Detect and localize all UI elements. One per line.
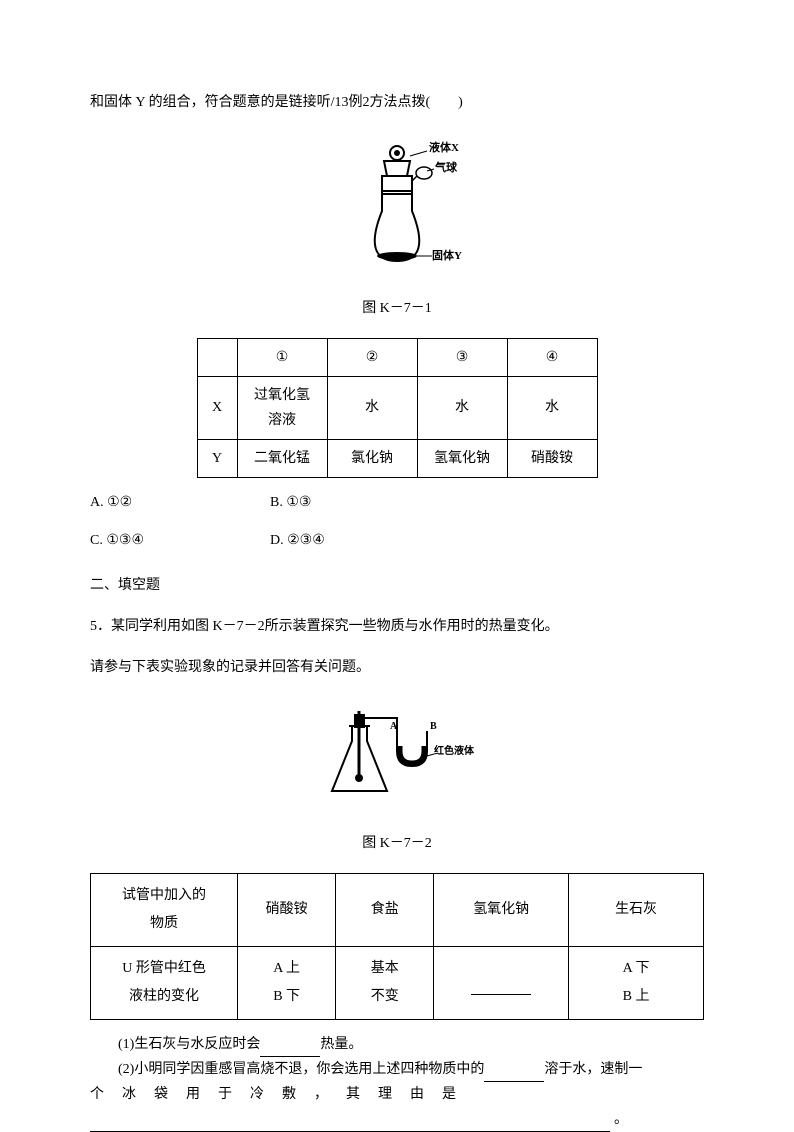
t2-r1c4: 氢氧化钠 xyxy=(434,873,569,946)
t2-r1c3: 食盐 xyxy=(336,873,434,946)
table1-h2: ② xyxy=(327,338,417,376)
q5-line1: 5．某同学利用如图 K－7－2所示装置探究一些物质与水作用时的热量变化。 xyxy=(90,614,704,639)
t2-r2c2: A 上B 下 xyxy=(238,946,336,1019)
table1-y4: 硝酸铵 xyxy=(507,440,597,478)
figure-1-caption: 图 K－7－1 xyxy=(90,296,704,321)
table1-y-label: Y xyxy=(197,440,237,478)
label-b: B xyxy=(430,721,437,732)
t2-r1c2: 硝酸铵 xyxy=(238,873,336,946)
t2-r2c1: U 形管中红色液柱的变化 xyxy=(91,946,238,1019)
q5-line2: 请参与下表实验现象的记录并回答有关问题。 xyxy=(90,655,704,680)
q5-sub2c: 。 xyxy=(90,1107,704,1132)
label-liquid-x: 液体X xyxy=(429,140,459,154)
t2-r1c1: 试管中加入的物质 xyxy=(91,873,238,946)
t2-r1c5: 生石灰 xyxy=(569,873,704,946)
question-stem: 和固体 Y 的组合，符合题意的是链接听/13例2方法点拨( ) xyxy=(90,90,704,115)
t2-r2c4 xyxy=(434,946,569,1019)
table1-x4: 水 xyxy=(507,376,597,439)
table1-x2: 水 xyxy=(327,376,417,439)
q5-sub2b: 个冰袋用于冷敷，其理由是 xyxy=(90,1082,704,1107)
blank-1 xyxy=(260,1041,320,1057)
experiment-table: 试管中加入的物质 硝酸铵 食盐 氢氧化钠 生石灰 U 形管中红色液柱的变化 A … xyxy=(90,873,704,1020)
table1-h0 xyxy=(197,338,237,376)
table1-x-label: X xyxy=(197,376,237,439)
option-b: B. ①③ xyxy=(270,490,311,515)
table1-x3: 水 xyxy=(417,376,507,439)
option-d: D. ②③④ xyxy=(270,528,325,553)
q5-sub2a: (2)小明同学因重感冒高烧不退，你会选用上述四种物质中的溶于水，速制一 xyxy=(90,1057,704,1082)
blank-2 xyxy=(484,1066,544,1082)
section-2-title: 二、填空题 xyxy=(90,573,704,598)
table1-x1: 过氧化氢溶液 xyxy=(237,376,327,439)
q5-sub1: (1)生石灰与水反应时会热量。 xyxy=(90,1032,704,1057)
t2-r2c3: 基本不变 xyxy=(336,946,434,1019)
options-table: ① ② ③ ④ X 过氧化氢溶液 水 水 水 Y 二氧化锰 氯化钠 氢氧化钠 硝… xyxy=(197,338,598,479)
label-red-liquid: 红色液体 xyxy=(434,744,475,757)
t2-r2c5: A 下B 上 xyxy=(569,946,704,1019)
blank-3 xyxy=(90,1114,610,1132)
figure-k-7-1: 液体X 气球 固体Y xyxy=(90,131,704,280)
label-balloon: 气球 xyxy=(434,160,458,174)
table1-h1: ① xyxy=(237,338,327,376)
option-a: A. ①② xyxy=(90,490,270,515)
figure-k-7-2: A B 红色液体 xyxy=(90,696,704,815)
table1-y1: 二氧化锰 xyxy=(237,440,327,478)
option-c: C. ①③④ xyxy=(90,528,270,553)
table1-h4: ④ xyxy=(507,338,597,376)
label-solid-y: 固体Y xyxy=(432,248,462,262)
figure-2-caption: 图 K－7－2 xyxy=(90,831,704,856)
table1-h3: ③ xyxy=(417,338,507,376)
label-a: A xyxy=(390,721,398,732)
table1-y3: 氢氧化钠 xyxy=(417,440,507,478)
table1-y2: 氯化钠 xyxy=(327,440,417,478)
